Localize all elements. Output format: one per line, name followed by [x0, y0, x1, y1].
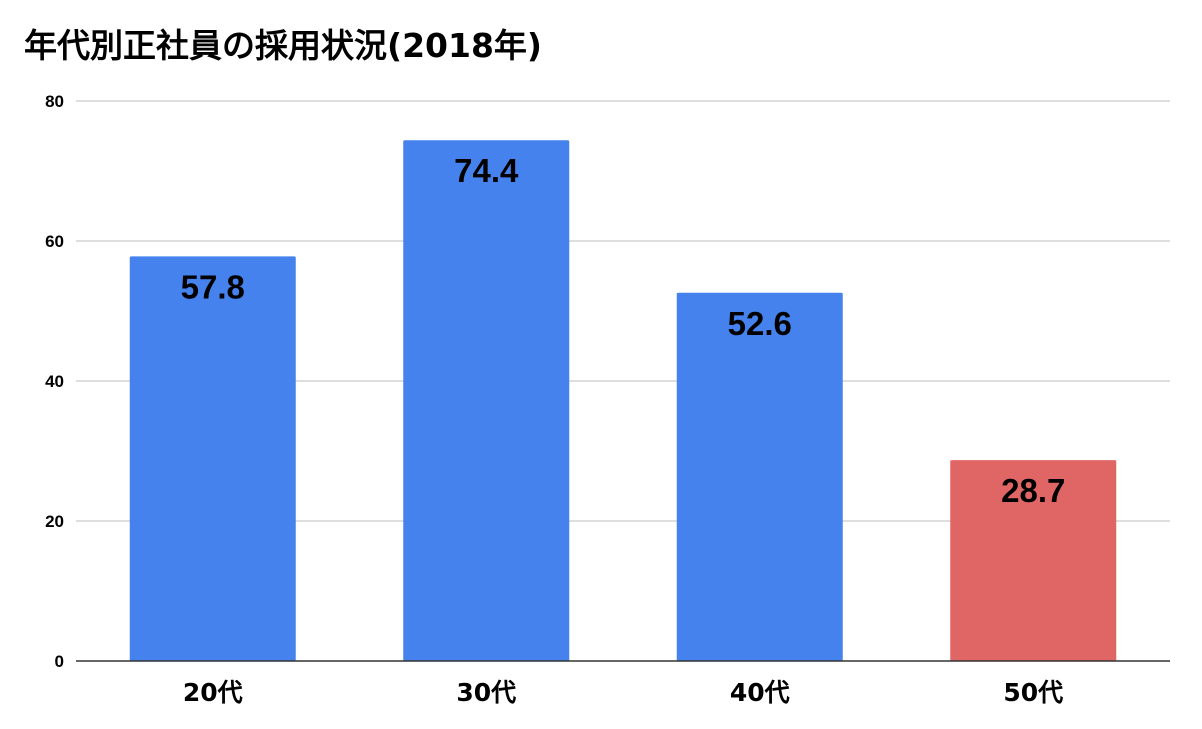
x-tick-label: 30代 — [456, 678, 516, 707]
y-tick-label: 60 — [45, 232, 64, 251]
x-axis-labels: 20代 30代 40代 50代 — [183, 678, 1063, 707]
data-label: 74.4 — [454, 152, 519, 189]
x-tick-label: 20代 — [183, 678, 243, 707]
data-label: 57.8 — [181, 268, 245, 305]
bar — [950, 460, 1117, 661]
x-tick-label: 50代 — [1003, 678, 1063, 707]
chart-title: 年代別正社員の採用状況(2018年) — [24, 26, 543, 65]
y-axis-ticks: 0 20 40 60 80 — [45, 92, 64, 671]
bar — [403, 140, 570, 661]
data-label: 28.7 — [1001, 472, 1065, 509]
bar — [129, 256, 296, 661]
y-tick-label: 20 — [45, 512, 64, 531]
data-label: 52.6 — [728, 305, 792, 342]
x-tick-label: 40代 — [730, 678, 790, 707]
y-tick-label: 0 — [55, 652, 64, 671]
y-tick-label: 40 — [45, 372, 64, 391]
data-labels: 57.8 74.4 52.6 28.7 — [181, 152, 1066, 509]
y-tick-label: 80 — [45, 92, 64, 111]
bar — [676, 292, 843, 661]
bars — [129, 140, 1117, 661]
